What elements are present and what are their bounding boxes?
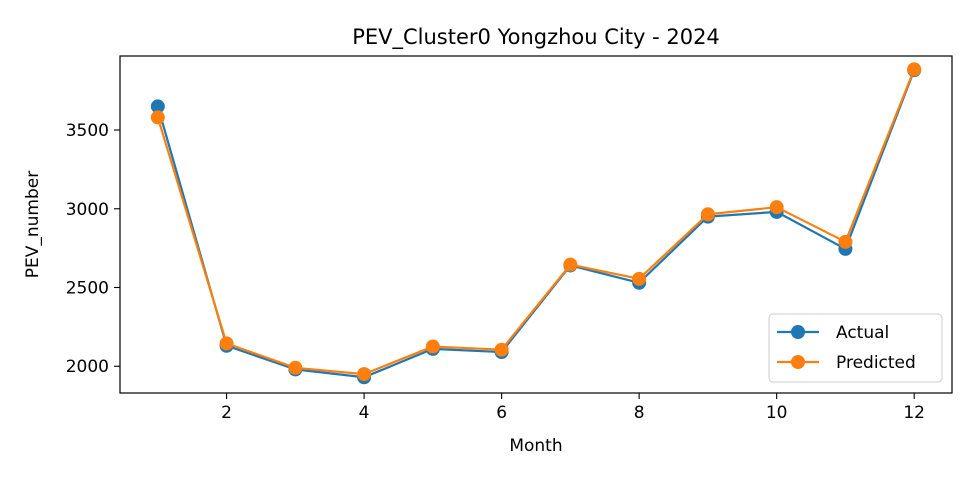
x-axis-label: Month bbox=[509, 436, 562, 456]
data-point-actual bbox=[150, 99, 165, 114]
data-point-predicted bbox=[219, 336, 234, 351]
legend-label-predicted: Predicted bbox=[836, 353, 916, 373]
data-point-predicted bbox=[700, 207, 715, 222]
data-point-predicted bbox=[907, 62, 922, 77]
x-tick-label: 4 bbox=[359, 403, 370, 423]
legend-label-actual: Actual bbox=[836, 323, 889, 343]
axis-ticks: 2 4 6 8 10 12 2000 2500 3000 3500 bbox=[66, 121, 925, 423]
plot-frame bbox=[119, 55, 953, 394]
series-line-predicted bbox=[156, 68, 916, 376]
data-point-predicted bbox=[288, 360, 303, 375]
data-point-predicted bbox=[563, 257, 578, 272]
plot-marks bbox=[150, 62, 922, 385]
x-tick-label: 10 bbox=[766, 403, 788, 423]
data-point-predicted bbox=[769, 200, 784, 215]
legend-marker-predicted bbox=[791, 355, 805, 369]
y-tick-label: 2500 bbox=[66, 278, 109, 298]
x-tick-label: 2 bbox=[221, 403, 232, 423]
data-point-predicted bbox=[632, 271, 647, 286]
data-point-predicted bbox=[425, 339, 440, 354]
legend: Actual Predicted bbox=[768, 313, 943, 383]
legend-marker-actual bbox=[791, 325, 805, 339]
x-tick-label: 6 bbox=[496, 403, 507, 423]
x-tick-label: 8 bbox=[634, 403, 645, 423]
data-point-predicted bbox=[357, 367, 372, 382]
y-tick-label: 2000 bbox=[66, 357, 109, 377]
data-point-predicted bbox=[494, 342, 509, 357]
x-tick-label: 12 bbox=[903, 403, 925, 423]
chart-title: PEV_Cluster0 Yongzhou City - 2024 bbox=[352, 25, 720, 50]
y-axis-label: PEV_number bbox=[23, 171, 43, 278]
data-point-predicted bbox=[838, 234, 853, 249]
data-point-predicted bbox=[150, 110, 165, 125]
y-tick-label: 3500 bbox=[66, 121, 109, 141]
y-tick-label: 3000 bbox=[66, 200, 109, 220]
